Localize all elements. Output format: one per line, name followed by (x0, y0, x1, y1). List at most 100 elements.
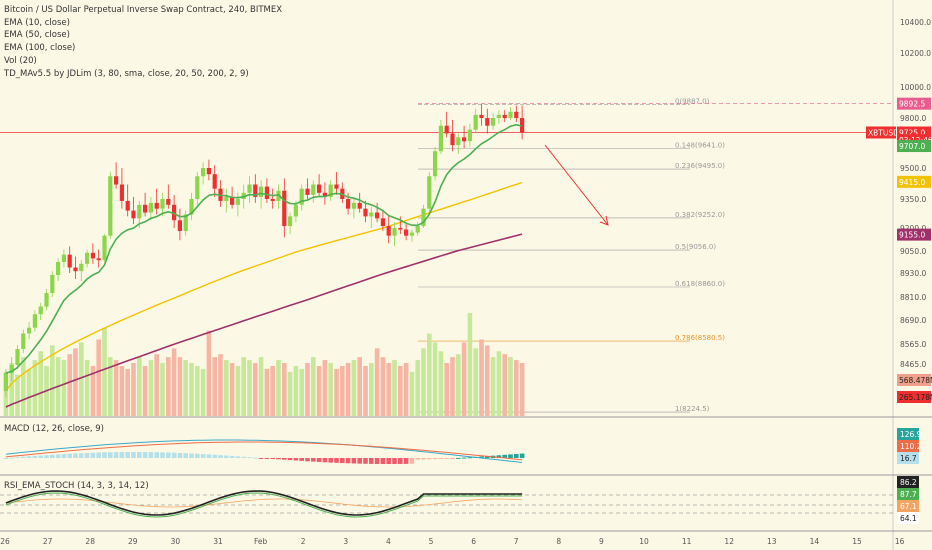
x-tick-label: 29 (128, 537, 138, 546)
x-tick-label: 8 (556, 537, 561, 546)
volume-bar (96, 339, 101, 416)
macd-histogram-bar (293, 458, 299, 461)
volume-badge (897, 374, 931, 386)
volume-bar (50, 345, 55, 416)
macd-histogram-bar (102, 452, 107, 458)
legend-ema10: EMA (10, close) (4, 17, 70, 28)
x-tick-label: 2 (301, 537, 306, 546)
macd-histogram-bar (270, 458, 275, 459)
candle-body (241, 192, 246, 199)
candle-body (15, 349, 20, 365)
macd-histogram-bar (108, 452, 113, 458)
candle-body (73, 267, 78, 272)
macd-histogram-bar (508, 454, 513, 458)
macd-histogram-bar (229, 455, 235, 458)
volume-bar (189, 363, 194, 416)
volume-bar (398, 365, 403, 416)
legend-ema50: EMA (50, close) (4, 30, 70, 41)
candle-body (427, 176, 432, 209)
candle-body (456, 137, 461, 146)
macd-histogram-bar (212, 454, 217, 458)
x-tick-label: 6 (471, 537, 476, 546)
volume-bar (90, 365, 96, 416)
candle-body (351, 202, 356, 209)
candle-body (50, 275, 55, 293)
volume-bar (328, 363, 333, 416)
macd-histogram-bar (84, 452, 90, 458)
macd-histogram-bar (485, 456, 490, 458)
volume-bar (177, 357, 183, 416)
candle-body (148, 202, 153, 213)
volume-bar (108, 357, 113, 416)
macd-histogram-bar (345, 458, 351, 464)
volume-bar (369, 363, 374, 416)
candle-body (514, 111, 519, 118)
price-badge-text: XBTUSD (868, 129, 899, 138)
volume-bar (142, 365, 148, 416)
candle-body (96, 258, 101, 261)
volume-bar (212, 357, 217, 416)
volume-bar (363, 365, 368, 416)
y-tick-label: 8565.0 (900, 340, 926, 349)
y-tick-label: 8465.0 (900, 360, 926, 369)
volume-bar (21, 357, 26, 416)
candle-body (363, 208, 368, 217)
x-tick-label: 7 (514, 537, 519, 546)
volume-bar (461, 342, 467, 416)
x-tick-label: 4 (386, 537, 391, 546)
macd-histogram-bar (61, 454, 67, 458)
rsi-badge-text: 67.1 (900, 502, 917, 511)
volume-bar (502, 354, 507, 416)
macd-histogram-bar (502, 454, 507, 458)
x-tick-label: 16 (895, 537, 905, 546)
candle-body (195, 176, 200, 199)
stoch-k-line (5, 490, 523, 516)
candle-body (114, 176, 119, 185)
volume-bar (241, 357, 246, 416)
rsi-label: RSI_EMA_STOCH (14, 3, 3, 14, 12) (4, 481, 149, 491)
volume-bar (38, 351, 43, 416)
rsi-line (5, 498, 523, 508)
candle-body (288, 216, 293, 227)
x-tick-label: 15 (852, 537, 862, 546)
macd-signal-line (5, 441, 523, 461)
macd-histogram-bar (44, 455, 49, 458)
candle-body (334, 184, 339, 189)
candle-body (21, 333, 26, 349)
volume-bar (258, 357, 264, 416)
price-badge (897, 97, 931, 110)
volume-bar (450, 357, 455, 416)
volume-bar (148, 360, 154, 416)
rsi-badge (897, 512, 919, 524)
macd-histogram-bar (427, 458, 432, 460)
price-badge-text: 9892.5 (899, 100, 925, 109)
volume-badge (897, 391, 931, 403)
volume-bar (224, 360, 229, 416)
candle-body (253, 184, 258, 197)
volume-bar (166, 357, 171, 416)
volume-bar (253, 363, 258, 416)
macd-badge-text: 16.7 (900, 454, 917, 463)
fib-label: 0.148(9641.0) (675, 141, 725, 149)
volume-bar (316, 365, 322, 416)
candle-body (317, 184, 322, 193)
macd-histogram-bar (258, 458, 264, 459)
macd-histogram-bar (282, 458, 287, 460)
candle-body (415, 226, 420, 233)
candle-body (421, 208, 426, 227)
volume-bar (171, 348, 177, 416)
macd-badge-text: 126.9 (900, 430, 922, 439)
macd-histogram-bar (171, 452, 177, 458)
candle-body (322, 192, 327, 197)
volume-bar (293, 365, 299, 416)
volume-bar (264, 368, 270, 416)
macd-histogram-bar (392, 458, 397, 464)
macd-histogram-bar (148, 452, 154, 458)
candle-body (467, 129, 472, 142)
candle-body (166, 199, 171, 205)
volume-bar (9, 363, 14, 416)
candle-body (32, 314, 37, 328)
macd-histogram-bar (276, 458, 281, 460)
volume-bar (514, 360, 519, 416)
